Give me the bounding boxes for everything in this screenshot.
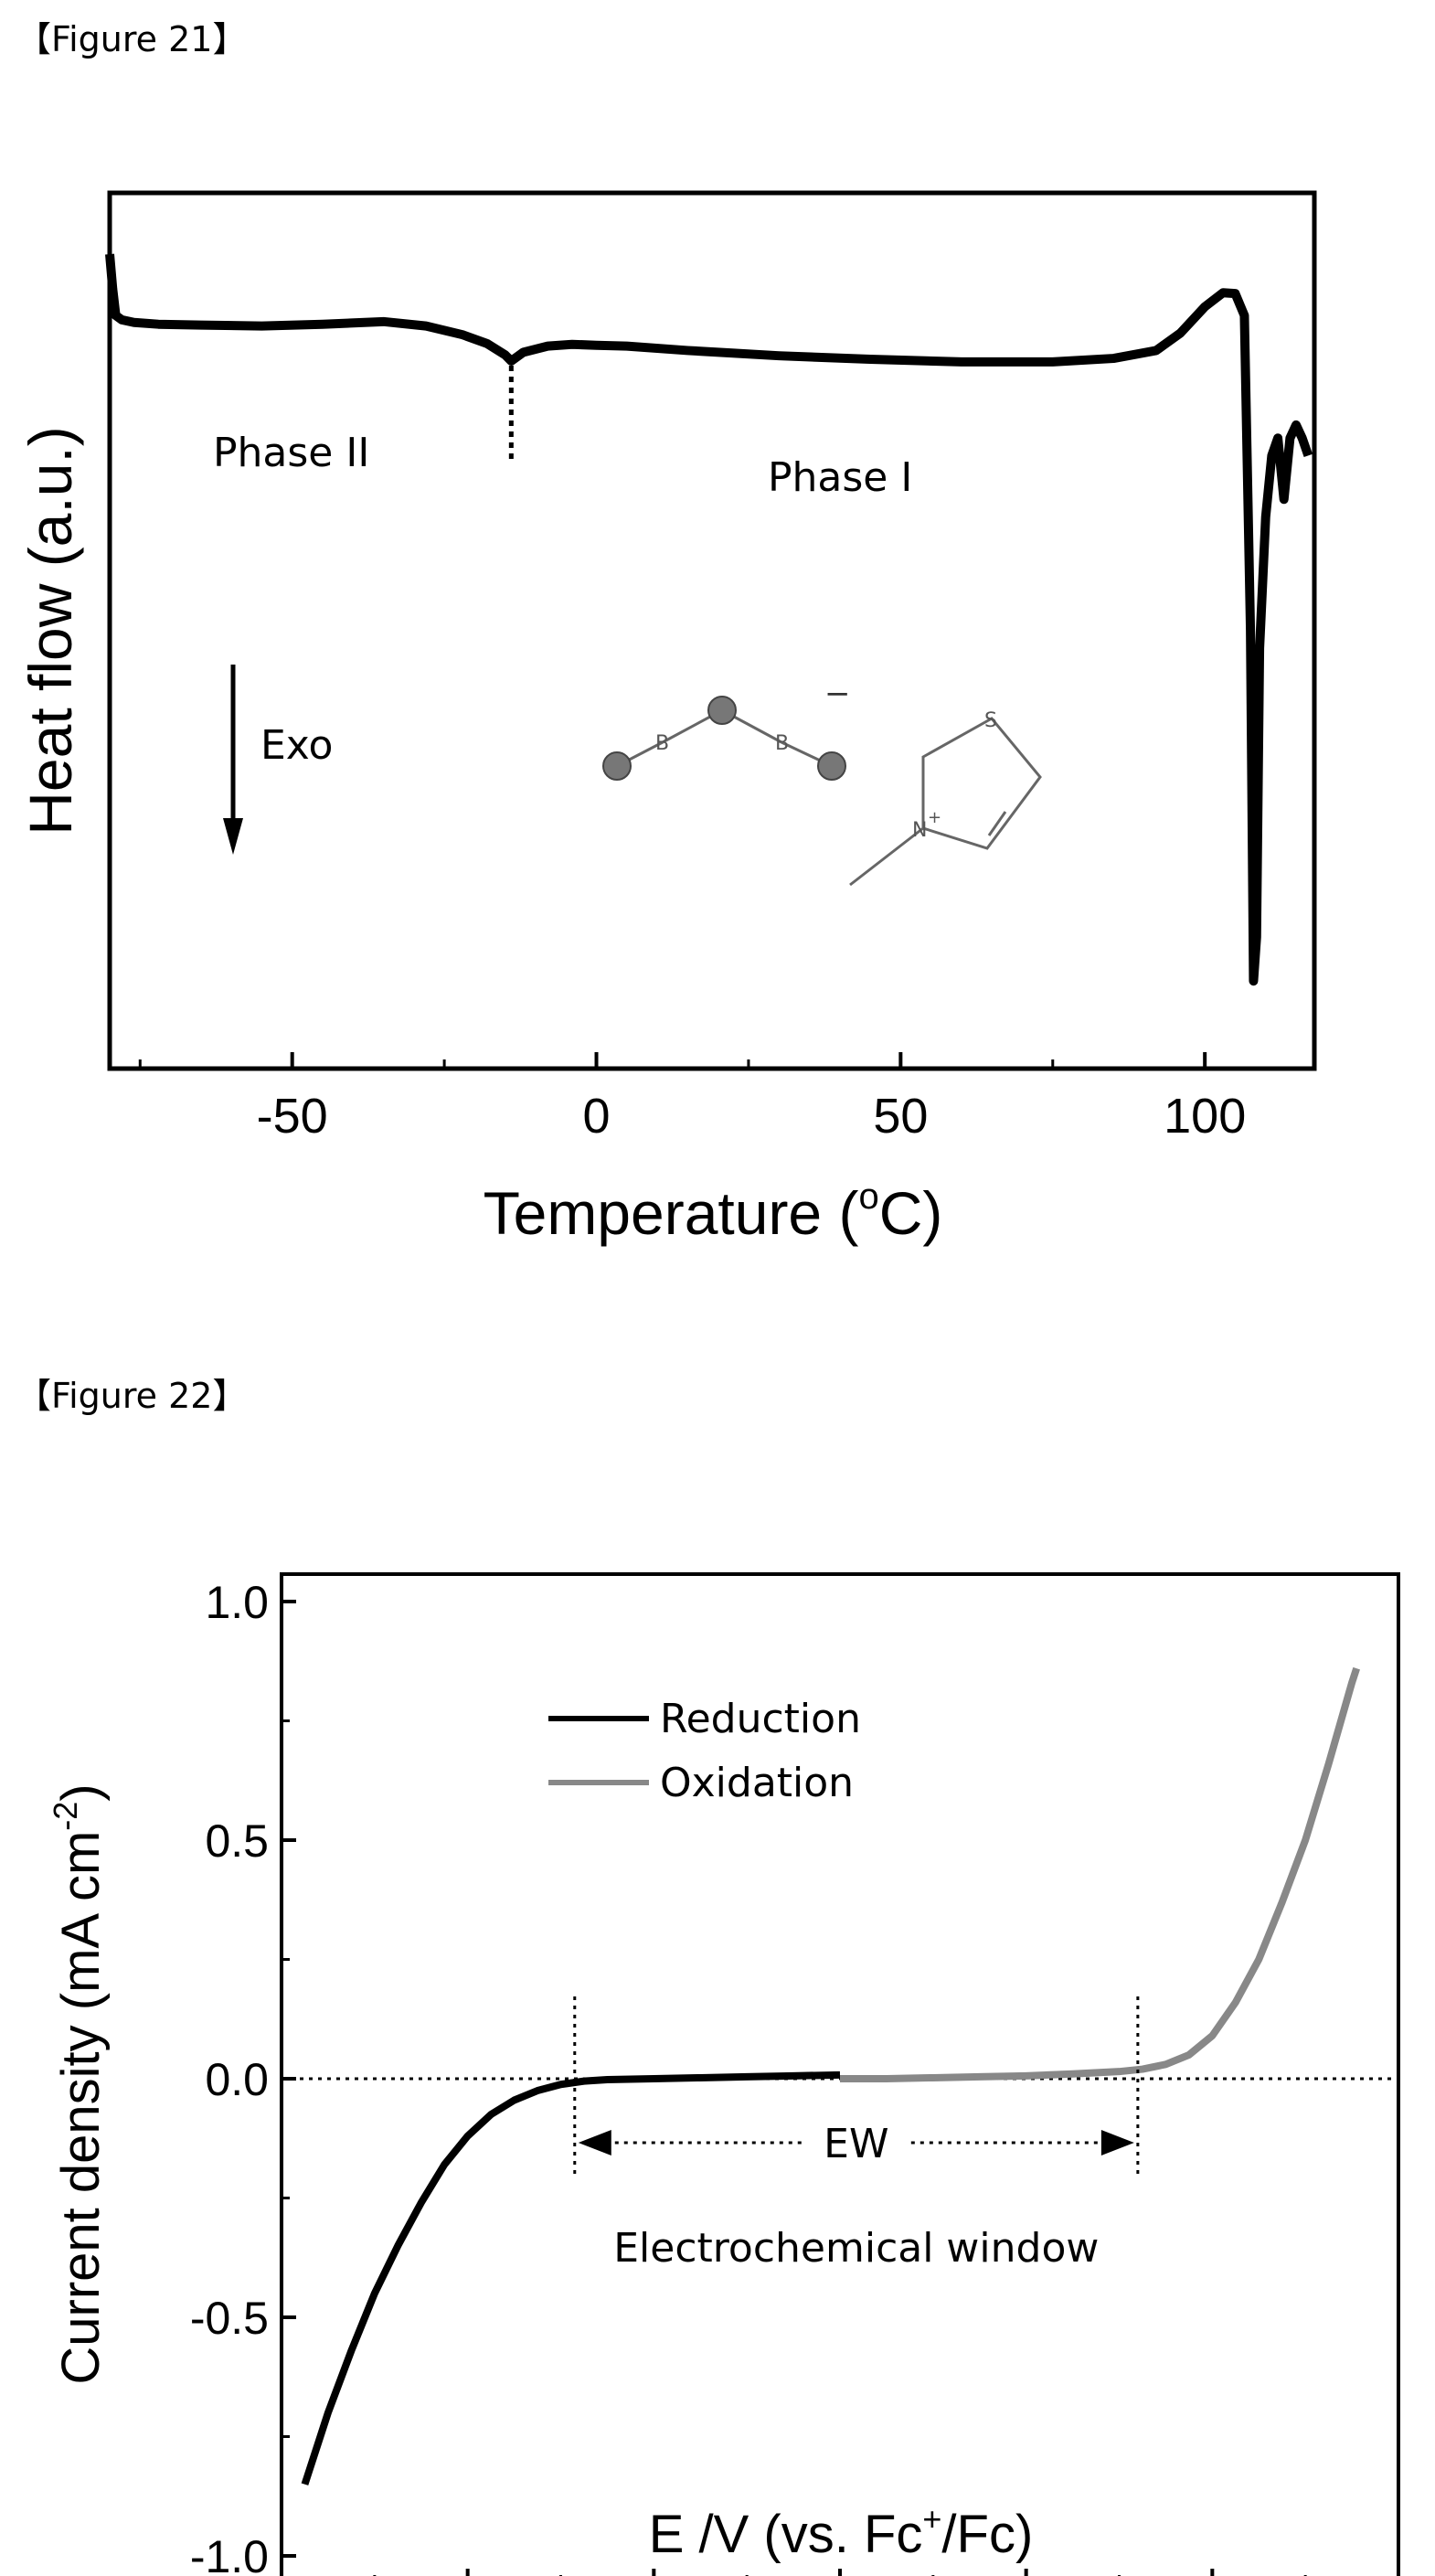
x-axis-title-tail: /Fc)	[941, 2505, 1033, 2564]
x-tick-label-1: 0	[583, 1089, 611, 1144]
boron-atom-label-2: B	[775, 732, 789, 755]
y-tick-label-1: -0.5	[190, 2293, 269, 2344]
figure-21-chart: -50 0 50 100 Phase II Phase I Exo B B − S N…	[16, 190, 1317, 1247]
nitrogen-atom-label: N	[912, 819, 927, 842]
x-axis-title-main: Temperature (	[484, 1179, 859, 1247]
heat-flow-line	[105, 253, 1313, 986]
y-tick-label-3: 0.5	[205, 1815, 269, 1867]
y-tick-label-2: 0.0	[205, 2054, 269, 2105]
x-tick-label-3: 100	[1164, 1089, 1246, 1144]
figure-22-chart: -6-4-20246 -1.0 -0.5 0.0 0.5 1.0 Reduction O…	[47, 1572, 1400, 2576]
series-line-oxidation	[840, 1666, 1360, 2082]
y-tick-label-4: 1.0	[205, 1577, 269, 1628]
x-tick-label-2: 50	[873, 1089, 928, 1144]
x-axis-title: Temperature (oC)	[484, 1176, 943, 1247]
x-axis-title: E /V (vs. Fc+/Fc)	[649, 2500, 1034, 2564]
electrochemical-window-label: Electrochemical window	[613, 2225, 1099, 2272]
series-line-reduction	[301, 2070, 841, 2486]
series-group	[301, 1666, 1360, 2486]
window-markers	[573, 1996, 1140, 2179]
phase-ii-label: Phase II	[213, 430, 369, 476]
plot-frame	[107, 190, 1317, 1071]
x-ticks: -50 0 50 100	[138, 1052, 1246, 1144]
x-axis-title-sup: o	[858, 1176, 878, 1217]
legend-label-reduction: Reduction	[660, 1696, 861, 1742]
y-tick-label-0: -1.0	[190, 2531, 269, 2576]
window-arrow-left-head	[578, 2130, 611, 2156]
series-group	[105, 253, 1313, 986]
figure-22-label: 【Figure 22】	[16, 1376, 248, 1416]
boron-atom-label: B	[655, 732, 669, 755]
x-axis-title-tail: C)	[879, 1179, 943, 1247]
legend: Reduction Oxidation	[548, 1696, 861, 1806]
y-axis-title: Heat flow (a.u.)	[16, 426, 84, 836]
x-axis-title-sup: +	[922, 2500, 941, 2538]
x-axis-title-main: E /V (vs. Fc	[649, 2505, 923, 2564]
cation-charge: +	[928, 808, 941, 827]
y-ticks: -1.0 -0.5 0.0 0.5 1.0	[190, 1577, 296, 2576]
window-arrow-right-head	[1100, 2130, 1134, 2156]
exo-arrow	[223, 665, 243, 855]
cation-structure: S N +	[849, 709, 1042, 887]
y-axis-title: Current density (mA cm-2)	[47, 1783, 111, 2384]
x-ticks: -6-4-20246	[280, 2569, 1400, 2576]
y-axis-title-main: Current density (mA cm	[51, 1831, 111, 2385]
figure-21-label: 【Figure 21】	[16, 19, 248, 59]
exo-label: Exo	[260, 722, 333, 769]
y-axis-title-tail: )	[51, 1783, 111, 1801]
x-tick-label-0: -50	[257, 1089, 328, 1144]
phase-i-label: Phase I	[768, 454, 912, 501]
ew-label: EW	[824, 2121, 888, 2167]
y-axis-title-sup: -2	[47, 1802, 84, 1831]
anion-structure: B B −	[602, 676, 851, 781]
legend-label-oxidation: Oxidation	[660, 1760, 854, 1806]
anion-charge: −	[824, 676, 851, 712]
sulfur-atom-label: S	[984, 709, 997, 732]
